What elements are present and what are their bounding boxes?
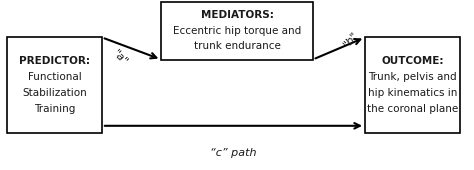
Text: Eccentric hip torque and: Eccentric hip torque and (173, 26, 301, 36)
Text: “c” path: “c” path (210, 148, 257, 158)
Text: Training: Training (34, 104, 75, 114)
Text: "a": "a" (110, 48, 129, 67)
Text: trunk endurance: trunk endurance (193, 41, 281, 51)
Text: Stabilization: Stabilization (22, 88, 87, 98)
Bar (161, 2, 313, 60)
Text: OUTCOME:: OUTCOME: (381, 56, 444, 66)
Bar (365, 37, 460, 133)
Text: Functional: Functional (27, 72, 82, 82)
Text: "b": "b" (341, 29, 360, 49)
Text: MEDIATORS:: MEDIATORS: (201, 10, 273, 20)
Text: the coronal plane: the coronal plane (367, 104, 458, 114)
Text: hip kinematics in: hip kinematics in (368, 88, 457, 98)
Text: PREDICTOR:: PREDICTOR: (19, 56, 90, 66)
Bar (7, 37, 102, 133)
Text: Trunk, pelvis and: Trunk, pelvis and (368, 72, 456, 82)
